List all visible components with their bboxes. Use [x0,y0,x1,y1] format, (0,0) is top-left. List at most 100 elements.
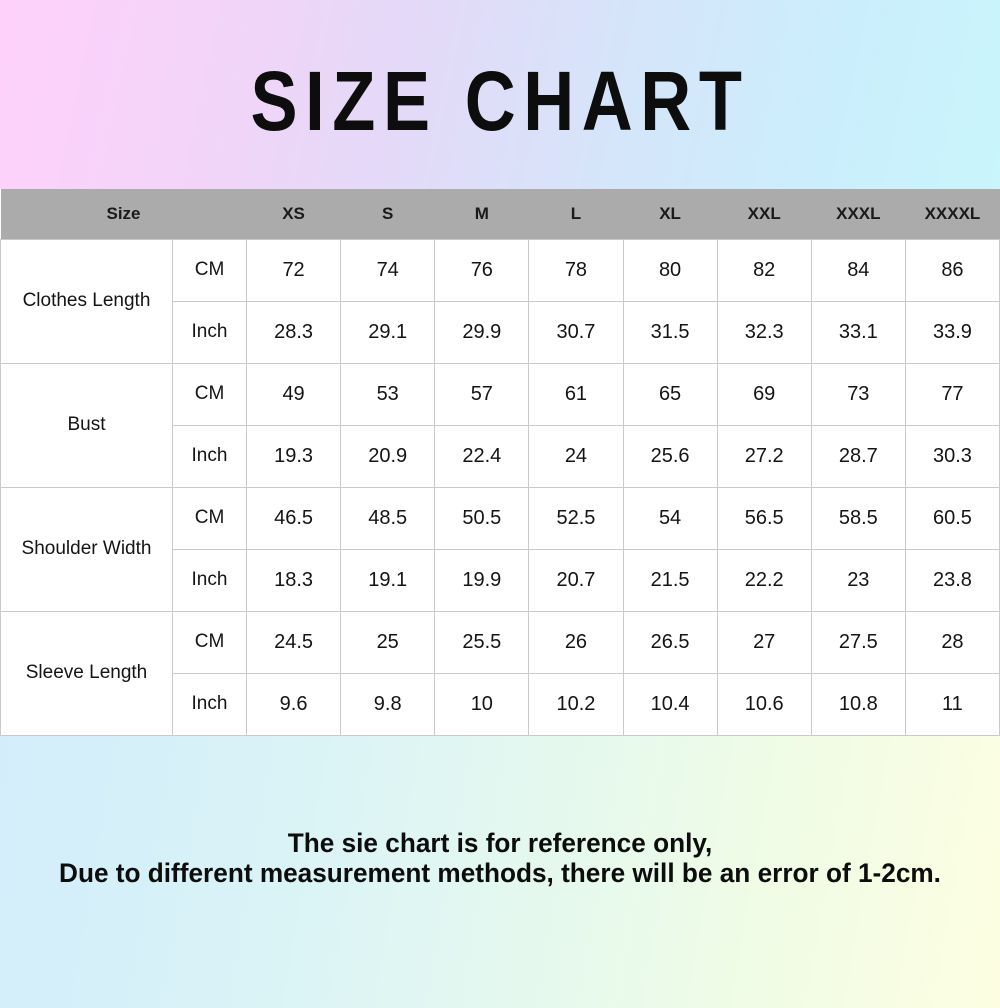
value-cell: 77 [904,362,1000,426]
column-header-xs: XS [282,203,305,223]
column-header-xxl: XXL [747,203,781,223]
value-cell: 31.5 [622,300,718,364]
table-body: Clothes Length CM 72 74 76 78 80 82 84 86 Inch 28.3… [0,238,1000,736]
value-cell: 29.1 [340,300,436,364]
value-cell: 72 [245,238,342,302]
value-cell: 28.7 [810,424,906,488]
value-cell: 20.7 [528,548,624,612]
value-cell: 74 [340,238,436,302]
measurement-label: Clothes Length [0,238,173,364]
unit-label-cm: CM [172,238,247,302]
measurement-label: Bust [0,362,173,488]
value-cell: 10.6 [716,672,812,736]
unit-label-inch: Inch [172,300,247,364]
value-cell: 69 [716,362,812,426]
value-cell: 76 [434,238,530,302]
value-cell: 78 [528,238,624,302]
value-cell: 80 [622,238,718,302]
column-header-l: L [570,203,582,223]
table-row: Inch 18.3 19.1 19.9 20.7 21.5 22.2 23 23.8 [1,548,1000,612]
value-cell: 33.1 [810,300,906,364]
page-title: SIZE CHART [250,54,750,148]
measurement-label: Shoulder Width [0,486,173,612]
table-row: Shoulder Width CM 46.5 48.5 50.5 52.5 54 56.5 58… [0,486,1000,612]
value-cell: 21.5 [622,548,718,612]
value-cell: 56.5 [716,486,812,550]
value-cell: 33.9 [904,300,1000,364]
value-cell: 28 [904,610,1000,674]
value-cell: 10 [434,672,530,736]
table-row: Sleeve Length CM 24.5 25 25.5 26 26.5 27 27.5 28 [0,610,1000,736]
value-cell: 10.2 [528,672,624,736]
value-cell: 30.3 [904,424,1000,488]
size-chart-table: Size XS S M L XL XXL XXXL XXXXL Clothes Length CM… [0,189,1000,736]
value-cell: 49 [245,362,342,426]
table-row: Clothes Length CM 72 74 76 78 80 82 84 86 [0,238,1000,364]
table-header: Size XS S M L XL XXL XXXL XXXXL [0,189,1000,239]
value-cell: 10.4 [622,672,718,736]
value-cell: 60.5 [904,486,1000,550]
column-header-s: S [382,203,394,223]
value-cell: 73 [810,362,906,426]
table-row: Inch 28.3 29.1 29.9 30.7 31.5 32.3 33.1 33.9 [1,300,1000,364]
measurement-label: Sleeve Length [0,610,173,736]
size-corner-header: Size [106,203,141,223]
column-header-xl: XL [659,203,681,223]
unit-label-inch: Inch [172,672,247,736]
value-cell: 53 [340,362,436,426]
value-cell: 27.2 [716,424,812,488]
value-cell: 82 [716,238,812,302]
value-cell: 26 [528,610,624,674]
value-cell: 9.6 [245,672,342,736]
value-cell: 24.5 [245,610,342,674]
value-cell: 19.9 [434,548,530,612]
value-cell: 25.6 [622,424,718,488]
table-row: Inch 9.6 9.8 10 10.2 10.4 10.6 10.8 11 [1,672,1000,736]
value-cell: 57 [434,362,530,426]
value-cell: 20.9 [340,424,436,488]
table-row: Bust CM 49 53 57 61 65 69 73 77 [0,362,1000,488]
value-cell: 48.5 [340,486,436,550]
value-cell: 24 [528,424,624,488]
column-header-xxxxl: XXXXL [924,203,981,223]
value-cell: 86 [904,238,1000,302]
column-header-xxxl: XXXL [836,203,881,223]
value-cell: 23 [810,548,906,612]
value-cell: 22.2 [716,548,812,612]
value-cell: 23.8 [904,548,1000,612]
value-cell: 29.9 [434,300,530,364]
value-cell: 84 [810,238,906,302]
value-cell: 11 [904,672,1000,736]
value-cell: 22.4 [434,424,530,488]
value-cell: 58.5 [810,486,906,550]
value-cell: 50.5 [434,486,530,550]
unit-label-cm: CM [172,610,247,674]
value-cell: 18.3 [245,548,342,612]
note-line-1: The sie chart is for reference only, [287,827,713,858]
value-cell: 26.5 [622,610,718,674]
value-cell: 46.5 [245,486,342,550]
table-header-row: Size XS S M L XL XXL XXXL XXXXL [0,189,1000,239]
footer-note: The sie chart is for reference only, Due… [0,735,1000,1008]
value-cell: 25 [340,610,436,674]
unit-label-inch: Inch [172,548,247,612]
column-header-m: M [474,203,489,223]
value-cell: 28.3 [245,300,342,364]
header-banner: SIZE CHART [0,0,1000,189]
value-cell: 19.3 [245,424,342,488]
value-cell: 61 [528,362,624,426]
value-cell: 19.1 [340,548,436,612]
value-cell: 25.5 [434,610,530,674]
value-cell: 9.8 [340,672,436,736]
value-cell: 52.5 [528,486,624,550]
value-cell: 54 [622,486,718,550]
unit-label-cm: CM [172,486,247,550]
table-row: Inch 19.3 20.9 22.4 24 25.6 27.2 28.7 30.3 [1,424,1000,488]
unit-label-cm: CM [172,362,247,426]
note-line-2: Due to different measurement methods, th… [59,857,941,888]
value-cell: 65 [622,362,718,426]
value-cell: 10.8 [810,672,906,736]
value-cell: 32.3 [716,300,812,364]
value-cell: 27.5 [810,610,906,674]
